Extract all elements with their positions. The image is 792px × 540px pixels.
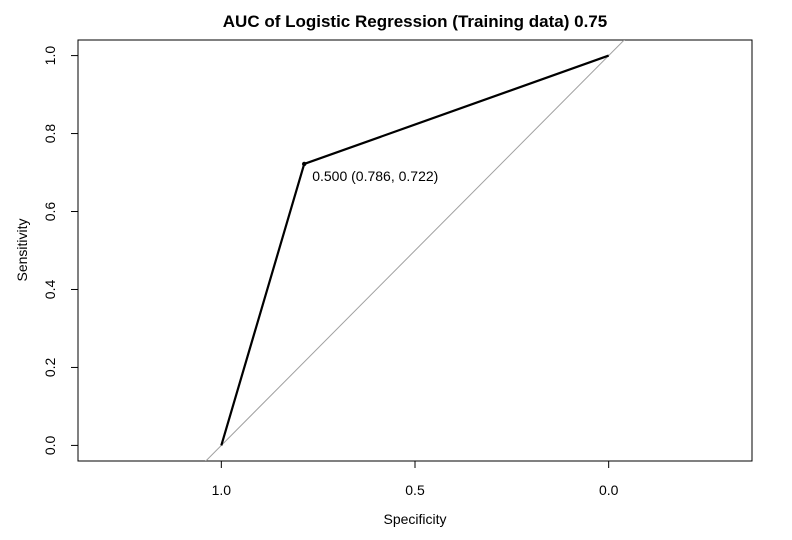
y-axis-label: Sensitivity: [14, 218, 30, 281]
x-tick-label: 0.0: [599, 482, 619, 498]
threshold-label: 0.500 (0.786, 0.722): [312, 168, 438, 184]
x-axis: 1.0 0.5 0.0: [212, 460, 619, 498]
y-tick-label: 0.4: [42, 280, 58, 300]
chart-title: AUC of Logistic Regression (Training dat…: [223, 12, 607, 31]
x-tick-label: 1.0: [212, 482, 232, 498]
reference-diagonal: [205, 40, 625, 461]
x-axis-label: Specificity: [383, 511, 446, 527]
threshold-point: [302, 161, 307, 167]
y-axis: 0.0 0.2 0.4 0.6 0.8 1.0: [42, 46, 79, 455]
y-tick-label: 0.2: [42, 358, 58, 378]
y-tick-label: 0.6: [42, 202, 58, 222]
y-tick-label: 0.8: [42, 124, 58, 144]
x-tick-label: 0.5: [405, 482, 425, 498]
y-tick-label: 0.0: [42, 435, 58, 455]
y-tick-label: 1.0: [42, 46, 58, 66]
